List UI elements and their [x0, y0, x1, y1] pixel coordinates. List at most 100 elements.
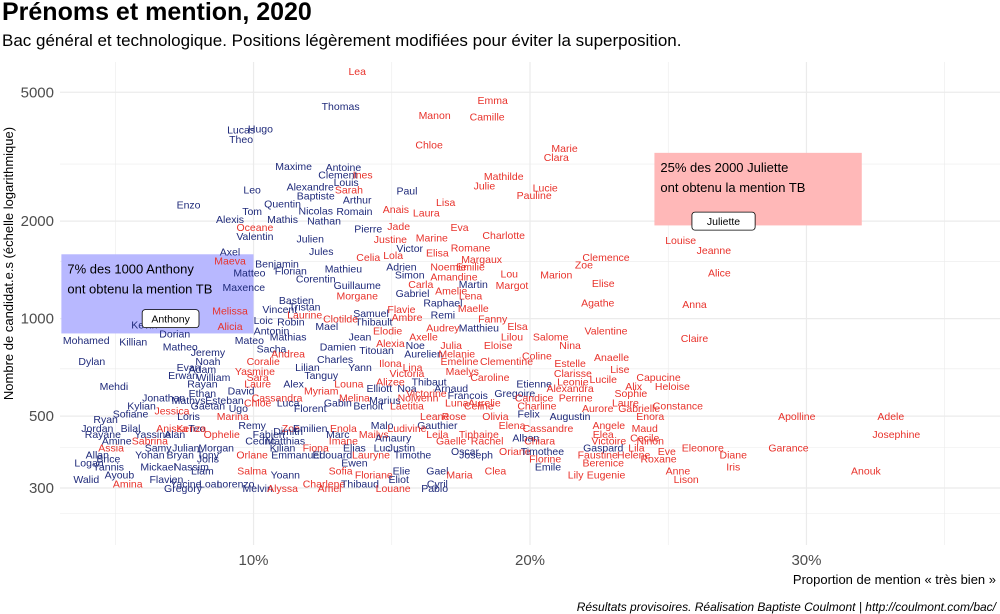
name-point-bastien: Bastien	[279, 295, 314, 307]
name-point-angele: Angele	[592, 420, 625, 432]
name-point-ines: Ines	[353, 169, 373, 181]
name-point-elea: Elea	[593, 429, 614, 441]
name-point-ryan: Ryan	[93, 414, 118, 426]
name-point-mehdi: Mehdi	[100, 381, 129, 393]
name-point-dylan: Dylan	[78, 356, 105, 368]
name-point-aurore: Aurore	[582, 403, 614, 415]
name-point-arnaud: Arnaud	[434, 383, 468, 395]
name-point-zoe: Zoe	[575, 259, 593, 271]
name-point-amine: Amine	[102, 436, 132, 448]
name-point-enola: Enola	[330, 423, 357, 435]
name-point-leane: Leane	[420, 411, 449, 423]
name-point-enora: Enora	[636, 411, 664, 423]
name-point-tiphaine: Tiphaine	[459, 429, 499, 441]
name-point-louane: Louane	[376, 483, 411, 495]
chart-subtitle: Bac général et technologique. Positions …	[2, 31, 682, 50]
name-point-imane: Imane	[329, 436, 358, 448]
name-point-evan: Evan	[177, 362, 201, 374]
name-point-noah: Noah	[195, 356, 220, 368]
name-point-valentine: Valentine	[585, 325, 628, 337]
name-point-maxime: Maxime	[275, 161, 312, 173]
name-point-romain: Romain	[336, 206, 372, 218]
name-point-roxane: Roxane	[640, 453, 676, 465]
name-point-anais: Anais	[383, 204, 409, 216]
name-point-berenice: Berenice	[583, 457, 625, 469]
name-point-elsa: Elsa	[507, 321, 528, 333]
name-point-lou: Lou	[500, 268, 518, 280]
name-point-cassandre: Cassandre	[523, 423, 574, 435]
name-point-jonathan: Jonathan	[142, 393, 185, 405]
name-point-rose: Rose	[442, 411, 467, 423]
name-point-elliott: Elliott	[366, 383, 392, 395]
name-point-martin: Martin	[459, 279, 488, 291]
name-point-caroline: Caroline	[470, 372, 509, 384]
name-point-louise: Louise	[665, 235, 696, 247]
name-point-erwan: Erwan	[168, 370, 198, 382]
name-point-margot: Margot	[496, 280, 529, 292]
name-point-liam: Liam	[191, 465, 214, 477]
name-point-tristan: Tristan	[289, 302, 321, 314]
name-point-kilian: Kilian	[270, 443, 296, 455]
name-point-lena: Lena	[459, 290, 483, 302]
name-point-loris: Loris	[177, 411, 200, 423]
name-point-sofia: Sofia	[329, 465, 353, 477]
name-point-alban: Alban	[512, 432, 539, 444]
name-point-etienne: Etienne	[516, 379, 552, 391]
name-point-lola: Lola	[383, 250, 403, 262]
name-point-anouk: Anouk	[851, 465, 882, 477]
name-point-marion: Marion	[540, 269, 572, 281]
name-point-mathilde: Mathilde	[484, 171, 524, 183]
name-point-myriam: Myriam	[304, 385, 339, 397]
name-point-antonin: Antonin	[254, 325, 290, 337]
name-point-anna: Anna	[682, 299, 707, 311]
name-point-dimitri: Dimitri	[273, 426, 303, 438]
name-point-maeva: Maeva	[214, 256, 246, 268]
name-point-damien: Damien	[320, 342, 356, 354]
name-point-clotilde: Clotilde	[323, 314, 358, 326]
name-point-emmanuel: Emmanuel	[271, 450, 321, 462]
name-point-faustine: Faustine	[578, 450, 618, 462]
name-point-joris: Joris	[197, 453, 219, 465]
name-point-adele: Adele	[877, 411, 904, 423]
name-point-zoe: Zoe	[282, 423, 300, 435]
name-point-leo: Leo	[243, 185, 261, 197]
name-point-remi: Remi	[431, 309, 456, 321]
name-point-oriane: Oriane	[499, 446, 531, 458]
name-point-nassim: Nassim	[174, 461, 209, 473]
name-point-sara: Sara	[247, 372, 269, 384]
name-point-leila: Leila	[426, 429, 448, 441]
name-point-loic: Loic	[254, 315, 273, 327]
annotation-text: 7% des 1000 Anthony	[67, 261, 194, 276]
name-point-pauline: Pauline	[517, 190, 552, 202]
name-point-enzo: Enzo	[177, 200, 201, 212]
name-point-orlane: Orlane	[236, 450, 268, 462]
chart-title: Prénoms et mention, 2020	[2, 0, 312, 26]
name-point-sofiane: Sofiane	[113, 408, 149, 420]
name-point-tanguy: Tanguy	[304, 370, 339, 382]
name-point-loan: Loan	[199, 478, 223, 490]
name-point-estelle: Estelle	[554, 358, 586, 370]
name-point-celia: Celia	[356, 252, 380, 264]
name-point-hugo: Hugo	[248, 124, 273, 136]
name-point-olivia: Olivia	[482, 411, 508, 423]
name-point-victoire: Victoire	[591, 436, 626, 448]
name-point-fanny: Fanny	[478, 314, 508, 326]
name-point-luna: Luna	[445, 398, 469, 410]
name-point-justin: Justin	[388, 443, 416, 455]
name-point-david: David	[228, 385, 255, 397]
name-point-kylian: Kylian	[127, 400, 156, 412]
name-point-brice: Brice	[96, 453, 120, 465]
name-point-pierre: Pierre	[354, 223, 382, 235]
name-point-maxence: Maxence	[223, 282, 266, 294]
name-point-yasmine: Yasmine	[235, 366, 275, 378]
name-point-julia: Julia	[440, 340, 462, 352]
name-point-alex: Alex	[283, 379, 304, 391]
name-point-theo: Theo	[229, 134, 253, 146]
name-point-mateo: Mateo	[235, 335, 264, 347]
name-point-alexandre: Alexandre	[287, 181, 334, 193]
name-point-lily: Lily	[568, 470, 585, 482]
name-point-teo: Teo	[188, 423, 205, 435]
name-point-gaspard: Gaspard	[583, 443, 623, 455]
name-point-william: William	[197, 372, 231, 384]
name-point-alexis: Alexis	[216, 214, 244, 226]
